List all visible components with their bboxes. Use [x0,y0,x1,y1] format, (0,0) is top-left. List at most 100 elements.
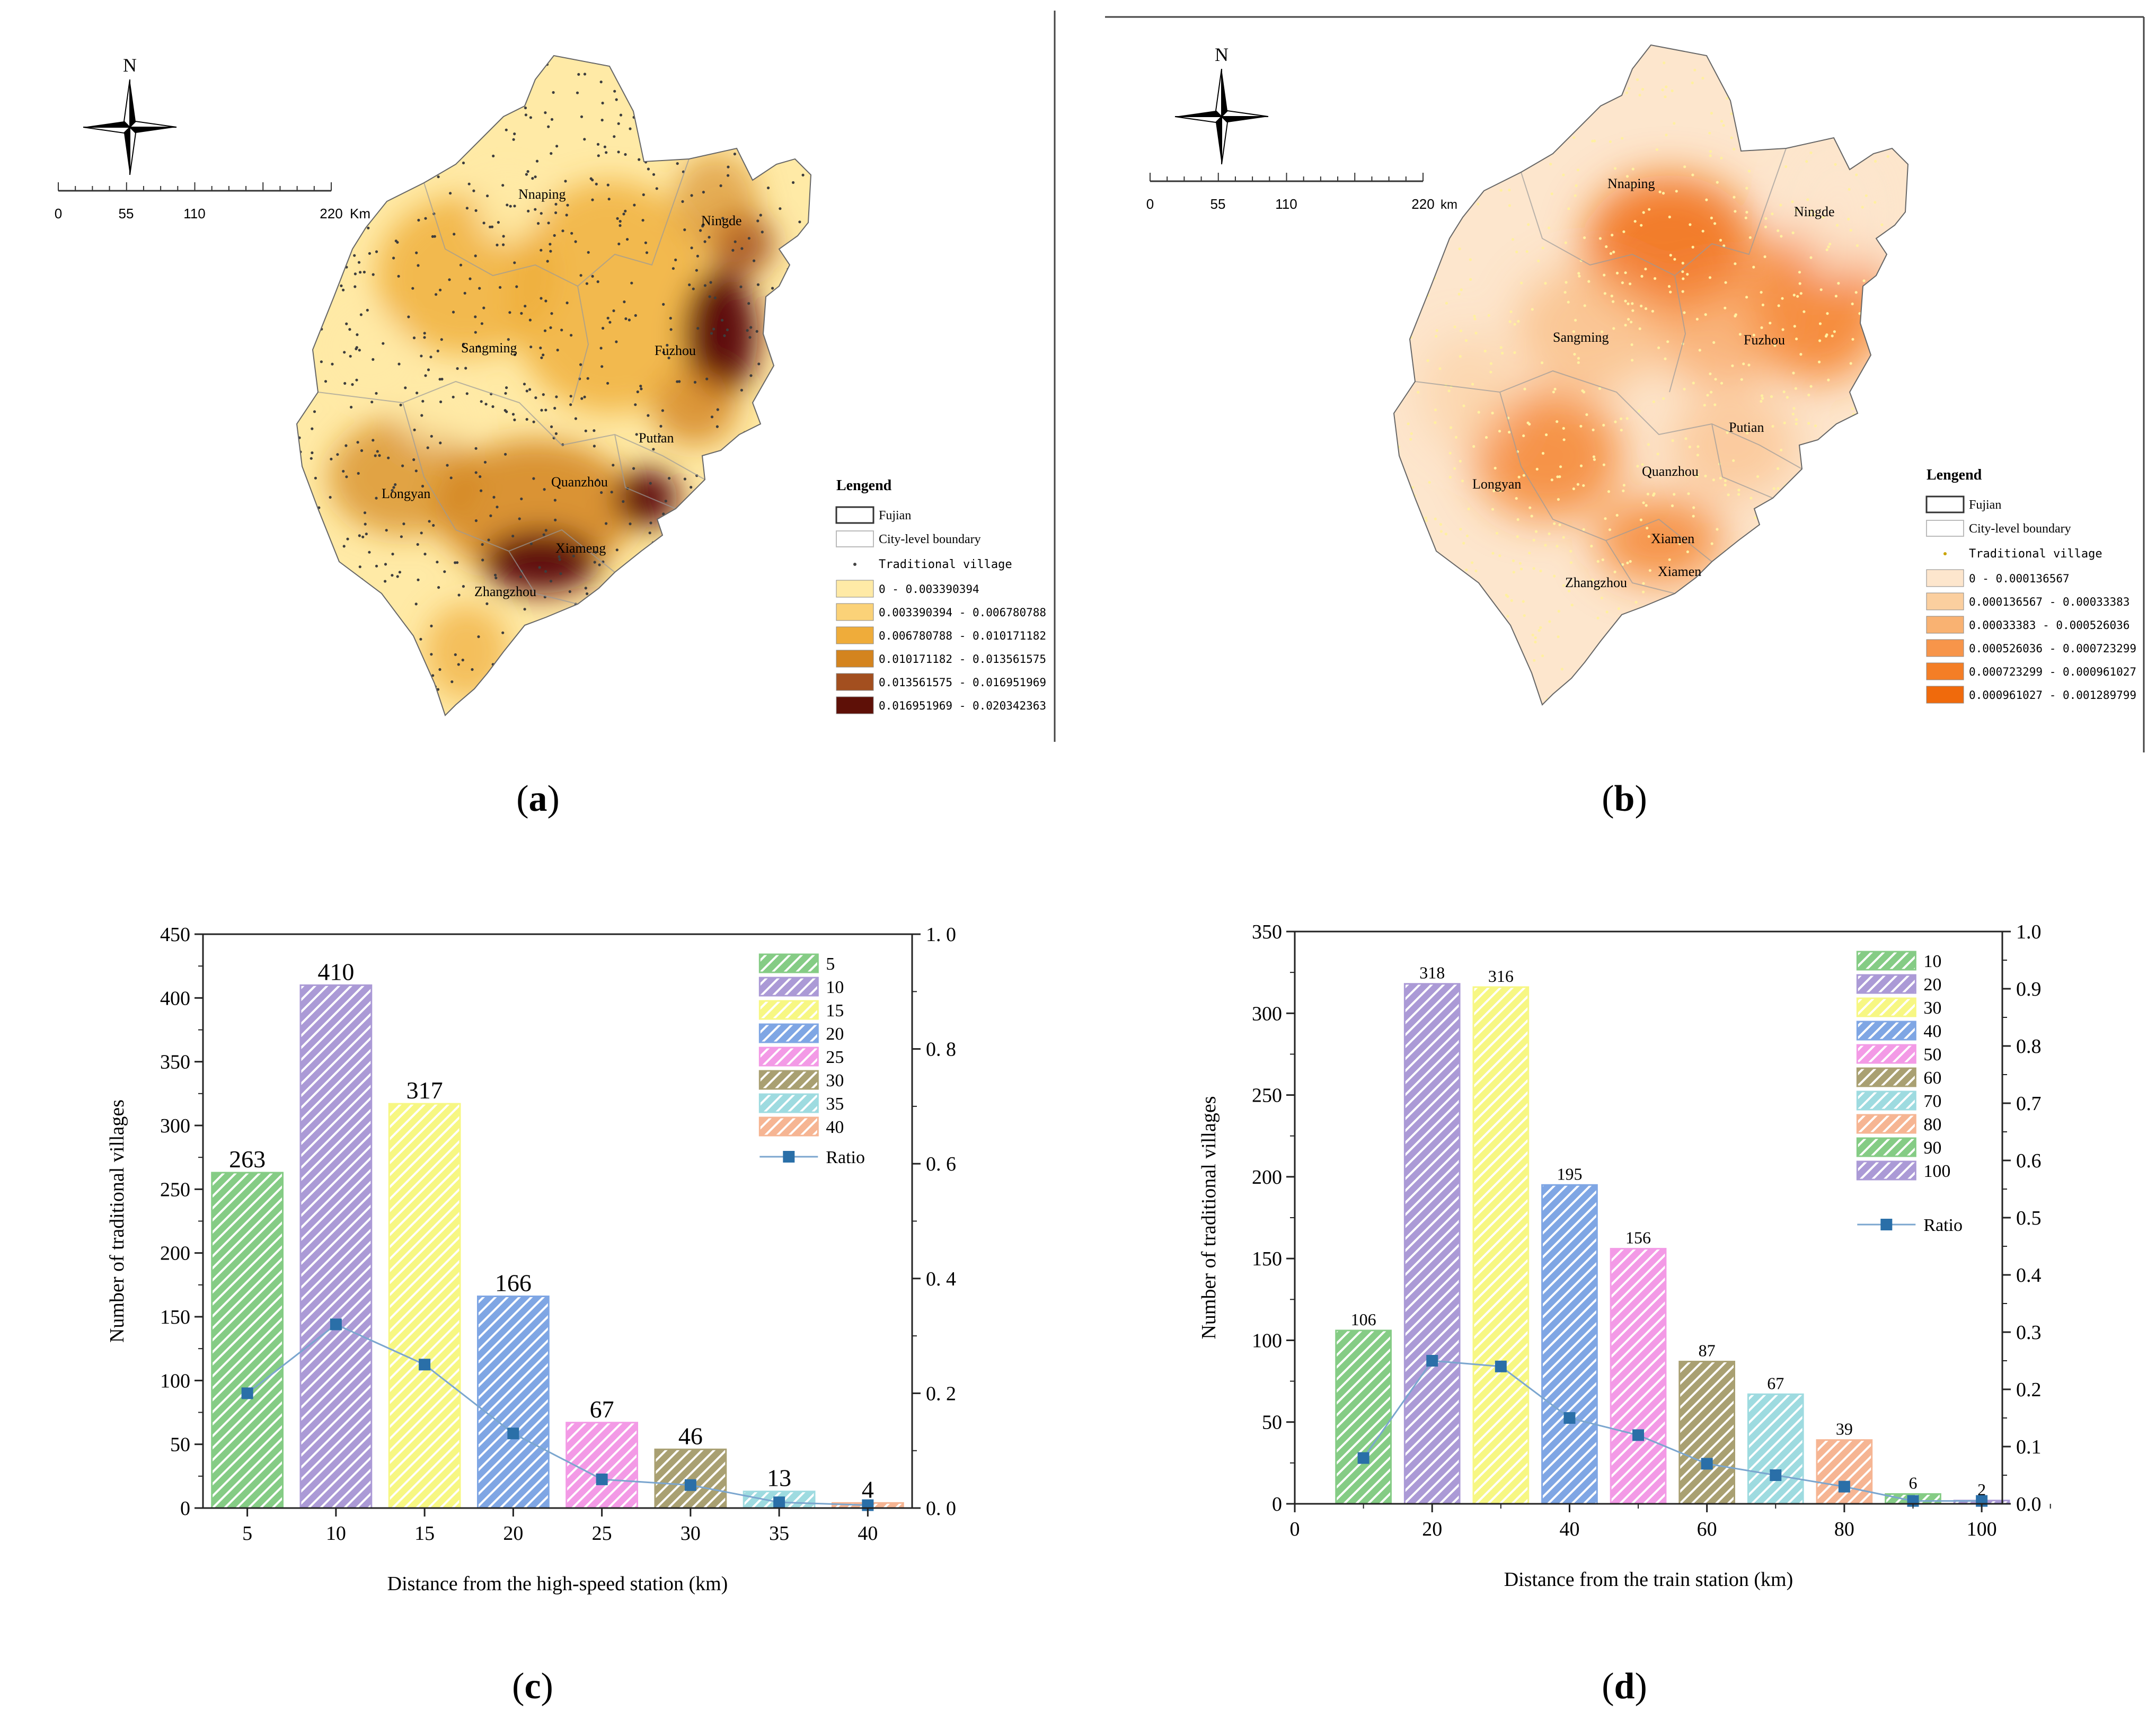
village-point [1435,71,1438,74]
bar-value-label: 39 [1836,1420,1853,1439]
village-point [1854,397,1857,400]
village-point [407,79,410,82]
village-point [1598,645,1602,648]
village-point [1710,391,1713,394]
village-point [493,116,496,119]
village-point [1574,318,1577,322]
village-point [384,580,387,583]
village-point [1624,271,1627,274]
village-point [758,498,761,501]
village-point [624,209,627,212]
village-point [1556,420,1559,423]
village-point [1818,322,1822,325]
village-point [1806,689,1809,693]
village-point [640,387,643,391]
y-tick-label: 50 [170,1434,190,1456]
village-point [414,469,418,473]
village-point [1523,387,1526,391]
village-point [342,707,345,711]
village-point [348,662,351,665]
village-point [315,80,318,83]
village-point [1866,486,1869,489]
village-point [1745,296,1748,299]
village-point [1491,508,1495,511]
village-point [666,343,669,347]
map-legend: Lengend Fujian City-level boundary Tradi… [835,477,1046,714]
village-point [625,602,629,605]
village-point [1833,330,1836,333]
village-point [381,57,384,60]
village-point [1773,667,1777,670]
village-point [1894,680,1897,683]
village-point [400,672,403,676]
village-point [775,322,779,325]
village-point [1701,77,1704,80]
village-point [391,574,394,577]
kde-hotspot [1516,265,1664,392]
y-tick-label: 50 [1262,1412,1282,1434]
legend-swatch [836,650,874,668]
village-point [1465,569,1468,572]
village-point [1875,137,1878,140]
village-point [1419,151,1422,154]
village-point [1792,294,1796,297]
village-point [1872,345,1875,349]
village-point [1620,417,1623,420]
village-point [465,392,469,395]
village-point [1809,256,1813,259]
bar-value-label: 166 [495,1269,532,1296]
village-point [1396,302,1399,306]
legend-class-label: 0.00033383 - 0.000526036 [1969,619,2130,632]
bar [1678,1361,1736,1505]
legend-label: 40 [1923,1022,1941,1041]
village-point [452,311,455,314]
village-point [484,403,488,406]
village-point [697,491,700,494]
village-point [350,405,353,409]
village-point [1724,281,1727,284]
village-point [1579,464,1583,467]
village-point [1851,680,1854,684]
village-point [1407,422,1410,425]
ratio-point [1632,1429,1645,1441]
village-point [452,395,455,398]
village-point [1555,336,1558,340]
village-point [1438,367,1442,370]
village-point [1607,490,1611,493]
village-point [1702,684,1705,687]
village-point [608,628,611,631]
legend-swatch [758,1070,819,1090]
village-point [591,657,595,660]
village-point [550,118,554,121]
village-point [372,273,375,276]
village-point [1720,382,1724,385]
village-point [683,627,686,631]
village-point [1585,87,1588,91]
village-point [1640,304,1643,308]
village-point [605,151,608,154]
village-point [657,70,660,74]
village-point [1470,619,1473,622]
village-point [1867,596,1870,599]
village-point [357,182,360,185]
map-legend: Lengend Fujian City-level boundary Tradi… [1925,467,2136,704]
village-point [1739,593,1743,597]
village-point [704,669,708,672]
village-point [1395,249,1398,252]
village-point [780,558,783,561]
village-point [1910,279,1912,281]
village-point [697,568,700,571]
village-point [368,551,371,554]
village-point [1663,653,1666,657]
village-point [1638,93,1641,97]
village-point [1793,687,1797,690]
village-point [401,106,404,109]
village-point [1587,684,1590,687]
village-point [1444,78,1447,81]
village-point [556,623,559,626]
city-label: Ningde [1794,204,1835,219]
bar [654,1448,727,1509]
village-point [1619,657,1622,660]
village-point [1602,463,1605,466]
